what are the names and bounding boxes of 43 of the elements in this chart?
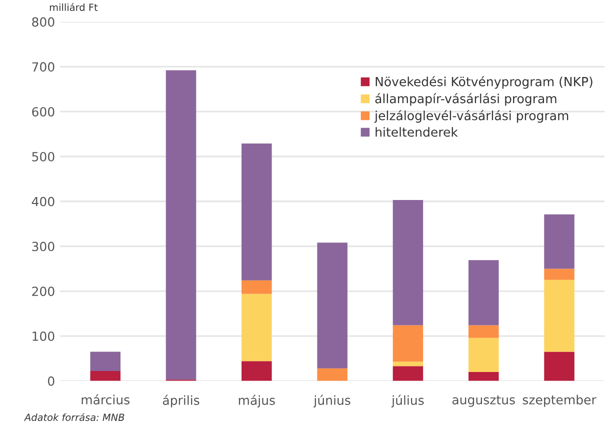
bar xyxy=(544,268,574,280)
bar xyxy=(544,352,574,381)
y-tick-label: 0 xyxy=(48,376,54,386)
bar xyxy=(468,372,499,381)
bar xyxy=(166,70,196,380)
x-tick-label: augusztus xyxy=(452,396,515,407)
bar xyxy=(468,338,499,372)
y-tick-label: 400 xyxy=(32,196,54,206)
bar xyxy=(317,242,348,368)
bar xyxy=(242,280,272,294)
bar xyxy=(468,325,499,338)
bar xyxy=(242,143,272,280)
y-tick-label: 500 xyxy=(32,152,54,162)
bar xyxy=(90,371,120,381)
bar xyxy=(392,325,424,362)
bar xyxy=(468,260,499,326)
bar xyxy=(544,280,574,352)
bar xyxy=(392,366,424,381)
legend-label: Növekedési Kötvényprogram (NKP) xyxy=(376,76,592,89)
bar xyxy=(544,214,574,269)
bar xyxy=(317,368,348,381)
bar xyxy=(392,200,424,326)
legend-label: állampapír-vásárlási program xyxy=(375,93,556,106)
text: Adatok forrása: MNB xyxy=(24,413,124,421)
x-tick-label: május xyxy=(238,394,275,408)
x-tick-label: március xyxy=(82,394,130,404)
legend-label: jelzáloglevél-vásárlási program xyxy=(374,110,568,123)
y-axis-title: milliárd Ft xyxy=(50,3,98,11)
bar xyxy=(90,352,120,372)
y-tick-label: 100 xyxy=(32,332,54,341)
y-tick-label: 200 xyxy=(32,286,54,296)
legend-label: hiteltenderek xyxy=(376,127,458,137)
bar xyxy=(242,361,272,381)
x-tick-label: július xyxy=(391,394,424,408)
y-tick-label: 300 xyxy=(32,242,54,252)
y-tick-label: 700 xyxy=(32,62,54,72)
x-tick-label: április xyxy=(162,394,200,408)
y-tick-label: 600 xyxy=(32,107,54,117)
y-tick-label: 800 xyxy=(32,17,54,27)
x-tick-label: szeptember xyxy=(522,394,596,407)
x-tick-label: június xyxy=(313,394,350,408)
bar xyxy=(392,362,424,366)
bar xyxy=(242,294,272,362)
